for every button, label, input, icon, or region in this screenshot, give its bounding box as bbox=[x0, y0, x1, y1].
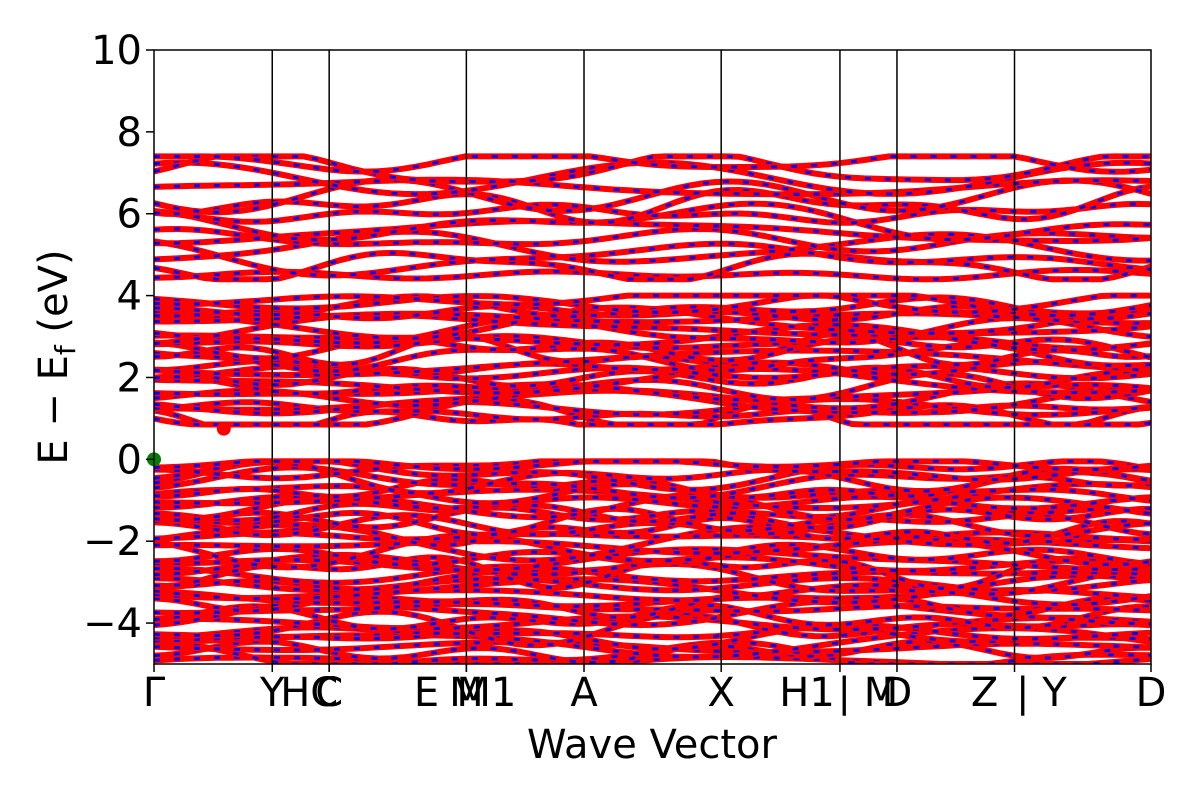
band-line-up bbox=[154, 529, 1151, 543]
band-line-down bbox=[154, 251, 1151, 281]
band-line-up bbox=[154, 321, 1151, 354]
cbm-marker bbox=[216, 421, 231, 436]
x-tick-label: | Y bbox=[1016, 670, 1067, 716]
band-line-down bbox=[154, 459, 1151, 492]
band-line-down bbox=[154, 230, 1151, 264]
band-line-down bbox=[154, 494, 1151, 511]
band-line-down bbox=[154, 294, 1151, 318]
band-line-down bbox=[154, 593, 1151, 619]
band-line-up bbox=[154, 292, 1151, 316]
y-tick-label: 6 bbox=[117, 192, 142, 238]
x-axis-label: Wave Vector bbox=[527, 722, 778, 768]
y-tick-label: −4 bbox=[83, 601, 142, 647]
band-line-up bbox=[154, 575, 1151, 595]
x-tick-label: Γ bbox=[143, 670, 166, 716]
band-line-down bbox=[154, 359, 1151, 376]
x-tick-label: M1 bbox=[456, 670, 516, 716]
x-tick-label: Y bbox=[259, 670, 285, 716]
band-line-down bbox=[154, 475, 1151, 500]
x-tick-label: Z bbox=[971, 670, 998, 716]
band-line-down bbox=[154, 523, 1151, 562]
y-tick-label: 2 bbox=[117, 355, 142, 401]
band-line-down bbox=[154, 397, 1151, 426]
band-line-down bbox=[154, 599, 1151, 627]
y-tick-label: 0 bbox=[117, 437, 142, 483]
x-tick-label: E bbox=[414, 670, 439, 716]
x-tick-label: D bbox=[882, 670, 913, 716]
y-tick-label: 10 bbox=[91, 28, 142, 74]
x-tick-label: A bbox=[570, 670, 598, 716]
band-line-down bbox=[154, 227, 1151, 253]
band-line-down bbox=[154, 202, 1151, 225]
y-axis-ticks: −4 −2 0 2 4 6 8 10 bbox=[83, 28, 154, 647]
band-line-down bbox=[154, 564, 1151, 585]
band-edge-markers bbox=[147, 421, 231, 467]
x-tick-label: X bbox=[707, 670, 734, 716]
band-line-down bbox=[154, 500, 1151, 523]
band-line-down bbox=[154, 516, 1151, 547]
band-line-down bbox=[154, 506, 1151, 530]
band-line-down bbox=[154, 313, 1151, 346]
y-tick-label: −2 bbox=[83, 519, 142, 565]
band-line-up bbox=[154, 458, 1151, 473]
band-line-up bbox=[154, 601, 1151, 617]
band-line-down bbox=[154, 154, 1151, 174]
band-line-down bbox=[154, 185, 1151, 225]
x-tick-label: C bbox=[315, 670, 343, 716]
band-line-down bbox=[154, 239, 1151, 278]
plot-frame bbox=[153, 49, 1152, 665]
band-line-down bbox=[154, 625, 1151, 651]
band-line-down bbox=[154, 465, 1151, 500]
band-line-up bbox=[154, 330, 1151, 368]
band-lines bbox=[154, 153, 1151, 664]
y-tick-label: 8 bbox=[117, 110, 142, 156]
x-tick-label: | M bbox=[838, 670, 899, 716]
y-tick-label: 4 bbox=[117, 274, 142, 320]
high-symmetry-lines bbox=[271, 50, 1016, 664]
x-tick-label: HC bbox=[280, 670, 338, 716]
band-line-up bbox=[154, 653, 1151, 664]
x-tick-label: M bbox=[449, 670, 484, 716]
x-tick-label: D bbox=[1136, 670, 1167, 716]
band-line-up bbox=[154, 621, 1151, 642]
y-axis-label: E − Ef (eV) bbox=[31, 249, 82, 464]
x-tick-label: H1 bbox=[779, 670, 835, 716]
band-line-down bbox=[154, 154, 1151, 184]
band-line-down bbox=[154, 316, 1151, 345]
